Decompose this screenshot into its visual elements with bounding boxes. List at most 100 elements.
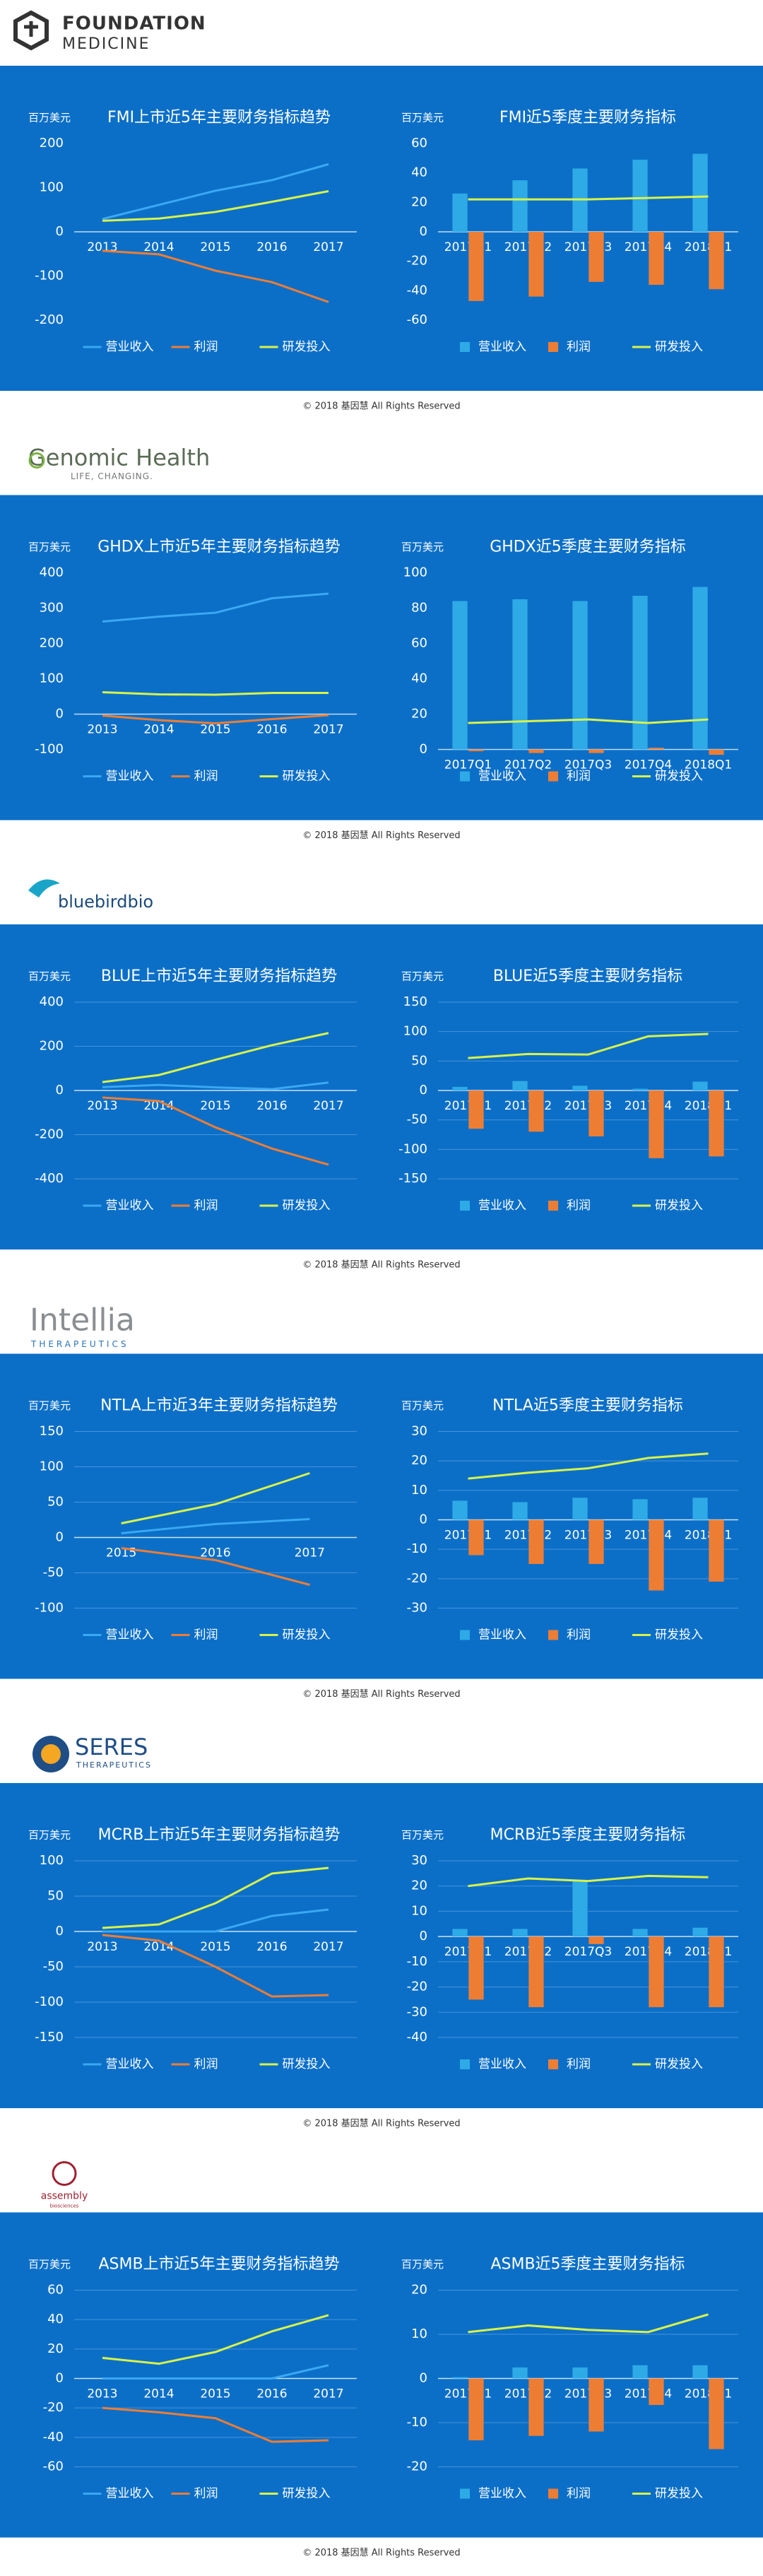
y-tick-label: -30 bbox=[407, 2004, 427, 2019]
bar bbox=[452, 601, 468, 750]
y-tick-label: 0 bbox=[420, 1083, 427, 1098]
logo-text: Intellia bbox=[30, 1302, 135, 1339]
x-tick-label: 2015 bbox=[200, 1099, 230, 1113]
unit-label: 百万美元 bbox=[28, 541, 71, 553]
legend-swatch bbox=[460, 1630, 470, 1640]
bar bbox=[468, 1519, 484, 1555]
x-tick-label: 2015 bbox=[200, 723, 230, 737]
bar bbox=[468, 1936, 484, 2000]
copyright: © 2018 基因慧 All Rights Reserved bbox=[302, 1259, 460, 1271]
legend-swatch bbox=[460, 771, 470, 782]
legend-label: 营业收入 bbox=[106, 2487, 154, 2501]
logo-text: FOUNDATION bbox=[62, 13, 206, 35]
x-tick-label: 2017Q4 bbox=[625, 1099, 672, 1113]
x-tick-label: 2018Q1 bbox=[685, 1945, 732, 1959]
bar bbox=[632, 1929, 648, 1937]
legend-label: 研发投入 bbox=[283, 1628, 331, 1642]
x-tick-label: 2014 bbox=[143, 240, 174, 254]
y-tick-label: 100 bbox=[40, 671, 64, 686]
bar bbox=[588, 1936, 604, 1944]
legend-label: 研发投入 bbox=[283, 340, 331, 354]
y-tick-label: 30 bbox=[411, 1853, 427, 1868]
y-tick-label: -100 bbox=[398, 1141, 427, 1156]
y-tick-label: 10 bbox=[411, 1903, 427, 1918]
series-line bbox=[102, 1934, 329, 1998]
bar bbox=[572, 1881, 588, 1937]
unit-label: 百万美元 bbox=[28, 970, 71, 983]
bar bbox=[588, 232, 604, 282]
x-tick-label: 2017Q2 bbox=[504, 2387, 552, 2401]
legend-swatch bbox=[548, 771, 558, 782]
y-tick-label: -40 bbox=[43, 2430, 64, 2445]
series-line bbox=[102, 1032, 329, 1083]
bar bbox=[452, 1500, 468, 1520]
copyright: © 2018 基因慧 All Rights Reserved bbox=[302, 2118, 460, 2129]
logo-text: Genomic Health bbox=[28, 445, 210, 471]
unit-label: 百万美元 bbox=[28, 112, 71, 124]
x-tick-label: 2017Q4 bbox=[625, 758, 672, 772]
legend-label: 利润 bbox=[567, 1199, 591, 1213]
y-tick-label: -20 bbox=[407, 254, 427, 269]
bar bbox=[452, 1929, 468, 1937]
series-line bbox=[102, 1081, 329, 1090]
y-tick-label: 20 bbox=[411, 194, 427, 209]
bar bbox=[632, 596, 648, 750]
y-tick-label: -10 bbox=[407, 1541, 427, 1556]
series-line bbox=[121, 1472, 310, 1524]
bar bbox=[528, 749, 544, 753]
legend-label: 营业收入 bbox=[106, 2057, 154, 2071]
y-tick-label: 60 bbox=[47, 2283, 64, 2298]
y-tick-label: 40 bbox=[47, 2312, 64, 2327]
bar bbox=[468, 1090, 484, 1129]
x-tick-label: 2016 bbox=[256, 240, 287, 254]
bar bbox=[528, 232, 544, 297]
y-tick-label: 200 bbox=[40, 1039, 64, 1054]
legend-swatch bbox=[548, 342, 558, 352]
legend-swatch bbox=[548, 2488, 558, 2499]
bar bbox=[649, 748, 664, 750]
legend-label: 营业收入 bbox=[106, 1628, 154, 1642]
legend-label: 研发投入 bbox=[283, 770, 331, 784]
y-tick-label: 80 bbox=[411, 601, 427, 616]
unit-label: 百万美元 bbox=[28, 1829, 71, 1842]
y-tick-label: 0 bbox=[56, 1083, 64, 1098]
y-tick-label: 20 bbox=[411, 1878, 427, 1893]
logo-icon bbox=[24, 21, 38, 37]
legend-label: 研发投入 bbox=[283, 1199, 331, 1213]
chart-title: FMI近5季度主要财务指标 bbox=[499, 109, 676, 127]
y-tick-label: -100 bbox=[35, 742, 64, 757]
legend-label: 利润 bbox=[567, 340, 591, 354]
y-tick-label: 10 bbox=[411, 1483, 427, 1498]
x-tick-label: 2016 bbox=[256, 723, 287, 737]
x-tick-label: 2014 bbox=[143, 1940, 174, 1954]
y-tick-label: -200 bbox=[35, 1127, 64, 1142]
logo-subtext: LIFE, CHANGING. bbox=[71, 471, 153, 481]
legend-label: 营业收入 bbox=[478, 1199, 526, 1213]
x-tick-label: 2015 bbox=[200, 240, 230, 254]
legend-label: 营业收入 bbox=[478, 2487, 526, 2501]
x-tick-label: 2016 bbox=[256, 2387, 287, 2401]
x-tick-label: 2017Q1 bbox=[444, 1529, 492, 1543]
chart-title: BLUE近5季度主要财务指标 bbox=[493, 968, 682, 985]
x-tick-label: 2017Q2 bbox=[504, 1529, 552, 1543]
y-tick-label: 20 bbox=[411, 1453, 427, 1468]
series-line bbox=[468, 1874, 709, 1888]
y-tick-label: 150 bbox=[403, 994, 427, 1009]
legend-label: 研发投入 bbox=[283, 2487, 331, 2501]
logo-text: SERES bbox=[75, 1734, 148, 1760]
y-tick-label: 100 bbox=[40, 180, 64, 195]
y-tick-label: 200 bbox=[40, 136, 64, 151]
legend-swatch bbox=[548, 2059, 558, 2069]
y-tick-label: -50 bbox=[407, 1112, 427, 1127]
legend-label: 营业收入 bbox=[478, 340, 526, 354]
bar bbox=[572, 1086, 588, 1090]
bar bbox=[709, 1936, 724, 2008]
logo-subtext: MEDICINE bbox=[62, 35, 150, 53]
y-tick-label: 400 bbox=[40, 994, 64, 1009]
legend-swatch bbox=[460, 2488, 470, 2499]
bar bbox=[512, 2367, 528, 2379]
chart-title: ASMB上市近5年主要财务指标趋势 bbox=[98, 2256, 339, 2274]
bar bbox=[528, 1936, 544, 2008]
bar bbox=[709, 232, 724, 290]
x-tick-label: 2018Q1 bbox=[685, 1099, 732, 1113]
